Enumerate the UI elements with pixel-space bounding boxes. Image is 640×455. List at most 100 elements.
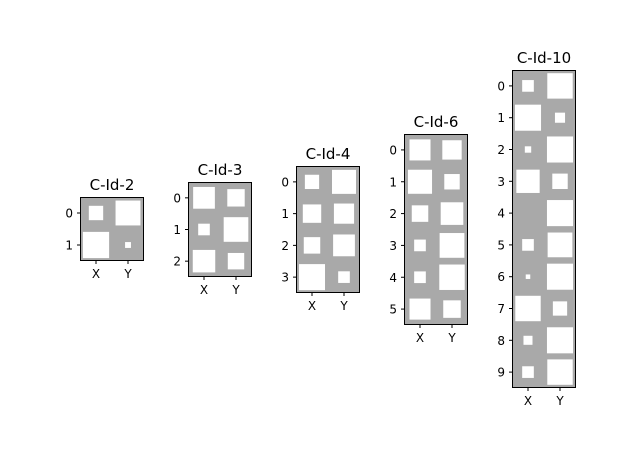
row-tick-label: 8 <box>497 334 505 348</box>
row-tick-label: 1 <box>65 239 73 253</box>
cell-square-r5-c1 <box>443 300 461 318</box>
cell-square-r0-c0 <box>304 174 320 190</box>
row-tick-label: 0 <box>173 191 181 205</box>
cell-square-r3-c0 <box>414 239 426 252</box>
cell-square-r5-c0 <box>409 298 431 320</box>
col-tick-label: X <box>92 267 100 281</box>
panel-title: C-Id-2 <box>90 176 135 194</box>
cell-square-r1-c0 <box>514 104 542 131</box>
panel-title: C-Id-4 <box>306 145 351 163</box>
cell-square-r0-c1 <box>115 200 141 226</box>
cell-square-r7-c0 <box>515 295 541 322</box>
cell-square-r2-c0 <box>524 146 532 153</box>
cell-square-r4-c1 <box>439 264 465 290</box>
col-tick-label: X <box>416 331 424 345</box>
cell-square-r0-c1 <box>547 73 573 99</box>
panel-title: C-Id-10 <box>517 49 571 67</box>
col-tick-label: X <box>200 283 208 297</box>
row-tick-label: 3 <box>389 239 397 253</box>
row-tick-label: 0 <box>65 207 73 221</box>
cell-square-r5-c1 <box>547 232 573 258</box>
cell-square-r0-c0 <box>88 205 104 221</box>
cell-square-r0-c1 <box>227 189 245 207</box>
cell-square-r1-c0 <box>198 223 210 236</box>
cell-square-r5-c0 <box>522 239 534 251</box>
col-tick-label: Y <box>339 299 348 313</box>
panel-c-id-6: C-Id-6 0 1 2 3 4 5 X Y <box>389 113 468 345</box>
panel-frame <box>404 134 468 325</box>
cell-square-r3-c0 <box>516 169 540 193</box>
panel-c-id-4: C-Id-4 0 1 2 3 X Y <box>281 145 360 313</box>
panel-c-id-10: C-Id-10 0 1 2 3 4 5 6 7 8 9 X Y <box>497 49 576 408</box>
cell-square-r2-c1 <box>440 202 464 225</box>
cell-square-r2-c0 <box>411 205 429 222</box>
panel-frame <box>512 70 576 388</box>
row-tick-label: 1 <box>389 175 397 189</box>
cell-square-r1-c0 <box>407 169 433 194</box>
col-tick-label: Y <box>555 394 564 408</box>
row-tick-label: 2 <box>173 255 181 269</box>
cell-square-r0-c1 <box>332 169 356 194</box>
panel-c-id-2: C-Id-2 0 1 X Y <box>65 176 144 281</box>
cell-square-r2-c0 <box>192 249 216 273</box>
row-tick-label: 5 <box>497 238 505 252</box>
row-tick-label: 0 <box>497 79 505 93</box>
cell-square-r9-c1 <box>547 359 573 385</box>
col-tick-label: X <box>308 299 316 313</box>
panel-frame <box>80 197 144 261</box>
cell-square-r4-c1 <box>546 200 574 227</box>
cell-square-r1-c1 <box>444 174 460 190</box>
col-tick-label: Y <box>447 331 456 345</box>
cell-square-r2-c0 <box>303 237 321 254</box>
panel-frame <box>296 166 360 293</box>
row-tick-label: 1 <box>173 223 181 237</box>
row-tick-label: 0 <box>389 143 397 157</box>
cell-square-r1-c0 <box>302 204 322 223</box>
panel-c-id-3: C-Id-3 0 1 2 X Y <box>173 161 252 297</box>
row-tick-label: 1 <box>497 111 505 125</box>
panel-background <box>404 134 468 325</box>
panel-title: C-Id-6 <box>414 113 459 131</box>
row-tick-label: 4 <box>389 271 397 285</box>
row-tick-label: 6 <box>497 270 505 284</box>
row-tick-label: 3 <box>497 175 505 189</box>
cell-square-r8-c1 <box>546 327 574 354</box>
row-tick-label: 2 <box>497 143 505 157</box>
row-tick-label: 1 <box>281 207 289 221</box>
cell-square-r2-c1 <box>333 234 355 257</box>
row-tick-label: 7 <box>497 302 505 316</box>
cell-square-r0-c0 <box>193 186 215 209</box>
col-tick-label: X <box>524 394 532 408</box>
col-tick-label: Y <box>123 267 132 281</box>
row-tick-label: 9 <box>497 366 505 380</box>
row-tick-label: 2 <box>389 207 397 221</box>
cell-square-r3-c1 <box>338 271 350 283</box>
row-tick-label: 3 <box>281 271 289 285</box>
cell-square-r3-c1 <box>439 233 465 258</box>
row-tick-label: 5 <box>389 303 397 317</box>
cell-square-r1-c1 <box>125 242 131 248</box>
cell-square-r1-c1 <box>223 217 249 242</box>
cell-square-r0-c0 <box>409 139 431 161</box>
cell-square-r1-c1 <box>333 203 355 224</box>
cell-square-r4-c0 <box>414 271 426 284</box>
cell-square-r1-c0 <box>82 231 110 259</box>
row-tick-label: 0 <box>281 175 289 189</box>
cell-square-r6-c0 <box>525 274 531 279</box>
cell-square-r2-c1 <box>227 252 245 270</box>
cell-square-r0-c1 <box>442 140 462 160</box>
col-tick-label: Y <box>231 283 240 297</box>
cell-square-r7-c1 <box>552 301 568 316</box>
cell-square-r2-c1 <box>546 136 574 163</box>
cell-square-r0-c0 <box>522 80 534 92</box>
cell-square-r3-c1 <box>552 173 568 190</box>
panel-title: C-Id-3 <box>198 161 243 179</box>
panel-frame <box>188 182 252 277</box>
cell-square-r3-c0 <box>298 264 326 291</box>
row-tick-label: 2 <box>281 239 289 253</box>
cell-square-r9-c0 <box>522 366 534 378</box>
cell-square-r8-c0 <box>523 335 533 345</box>
row-tick-label: 4 <box>497 207 505 221</box>
cell-square-r1-c1 <box>554 112 566 123</box>
